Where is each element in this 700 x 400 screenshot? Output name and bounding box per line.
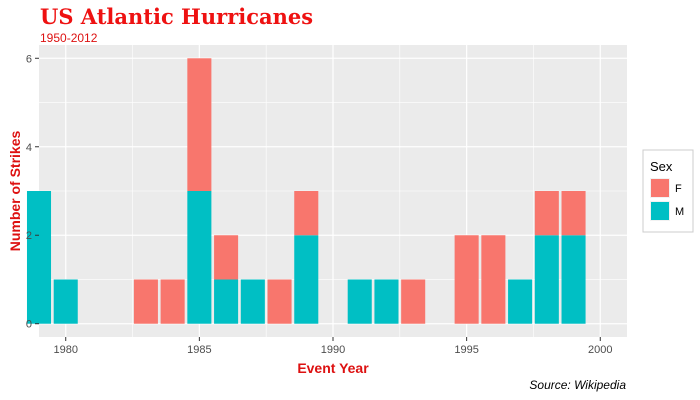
bar-M-1998 [534,235,559,324]
bar-M-1989 [294,235,319,324]
bar-F-1998 [534,191,559,236]
x-tick-label: 1990 [321,344,345,356]
bar-M-1987 [240,279,265,324]
x-tick-label: 1995 [454,344,478,356]
x-tick-label: 1985 [187,344,211,356]
legend-label-F: F [675,183,682,195]
y-tick-label: 2 [26,230,32,242]
bar-M-1986 [214,279,239,324]
bar-F-1984 [160,279,185,324]
legend-label-M: M [675,206,684,218]
bar-M-1979 [26,191,52,324]
bar-F-1996 [481,235,506,324]
bar-F-1988 [267,279,292,324]
bar-M-1992 [374,279,399,324]
y-tick-label: 0 [26,319,32,331]
x-tick-label: 1980 [53,344,77,356]
bar-M-1985 [187,191,212,324]
legend-title: Sex [650,159,673,174]
y-tick-label: 4 [26,142,32,154]
bar-M-1999 [561,235,586,324]
bar-F-1999 [561,191,586,236]
legend: Sex FM [642,149,694,233]
bar-F-1993 [401,279,426,324]
axes: 1980 1985 1990 1995 2000 0 2 4 6 [26,53,613,356]
bar-F-1985 [187,58,212,191]
bar-F-1995 [454,235,479,324]
bar-F-1983 [133,279,158,324]
bar-F-1989 [294,191,319,236]
chart-subtitle: 1950-2012 [40,31,98,45]
legend-swatch-M [651,202,669,220]
chart-caption: Source: Wikipedia [529,378,626,392]
y-axis-title: Number of Strikes [7,130,23,251]
bar-M-1980 [53,279,78,324]
bar-F-1986 [214,235,239,280]
bar-M-1991 [347,279,372,324]
x-axis-title: Event Year [297,360,369,376]
chart-title: US Atlantic Hurricanes [40,4,313,29]
x-tick-label: 2000 [588,344,612,356]
bar-M-1997 [508,279,533,324]
bars [26,58,586,324]
y-tick-label: 6 [26,53,32,65]
legend-swatch-F [651,179,669,197]
